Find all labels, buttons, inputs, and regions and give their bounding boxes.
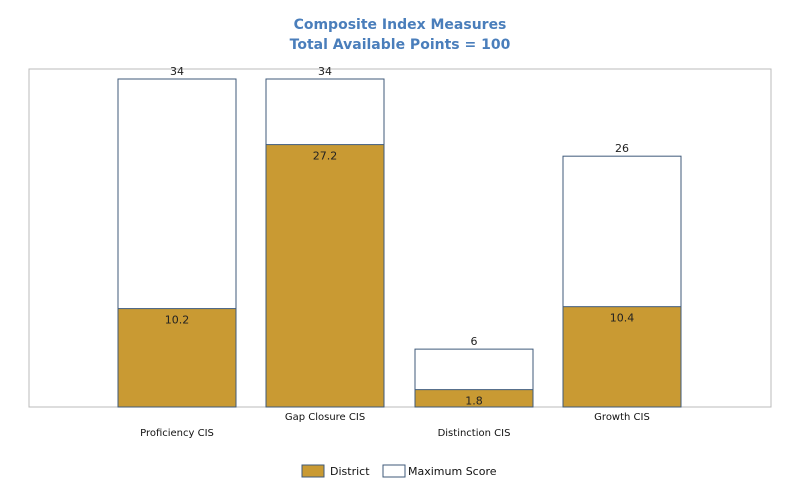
labels-group: 34 10.2 Proficiency CIS 34 27.2 Gap Closure C…	[140, 65, 650, 439]
category-label-distinction-cis: Distinction CIS	[438, 428, 511, 439]
plot-frame	[28, 68, 772, 408]
category-label-gap-closure-cis: Gap Closure CIS	[285, 412, 365, 423]
category-label-growth-cis: Growth CIS	[594, 412, 650, 423]
legend-swatch-district	[301, 464, 325, 478]
legend-label-maximum-score: Maximum Score	[408, 465, 497, 478]
bars-group	[117, 78, 682, 408]
label-maximum-score-distinction-cis: 6	[471, 335, 478, 348]
bar-district-growth-cis	[562, 306, 682, 408]
legend-label-district: District	[330, 465, 370, 478]
legend: District Maximum Score	[301, 464, 497, 478]
label-district-distinction-cis: 1.8	[465, 395, 483, 408]
chart-subtitle: Total Available Points = 100	[290, 37, 511, 53]
label-district-growth-cis: 10.4	[610, 312, 635, 325]
label-maximum-score-proficiency-cis: 34	[170, 65, 184, 78]
chart-title: Composite Index Measures	[294, 17, 507, 33]
legend-swatch-maximum-score	[382, 464, 406, 478]
bar-district-distinction-cis	[414, 389, 534, 408]
bar-district-proficiency-cis	[117, 308, 237, 408]
label-district-proficiency-cis: 10.2	[165, 314, 190, 327]
label-district-gap-closure-cis: 27.2	[313, 150, 338, 163]
bar-district-gap-closure-cis	[265, 144, 385, 408]
category-label-proficiency-cis: Proficiency CIS	[140, 428, 214, 439]
label-maximum-score-gap-closure-cis: 34	[318, 65, 332, 78]
label-maximum-score-growth-cis: 26	[615, 142, 629, 155]
